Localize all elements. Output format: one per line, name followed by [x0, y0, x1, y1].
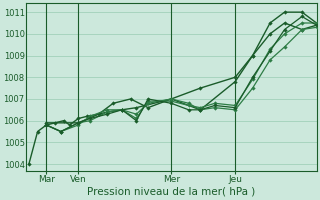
X-axis label: Pression niveau de la mer( hPa ): Pression niveau de la mer( hPa ) [87, 187, 255, 197]
